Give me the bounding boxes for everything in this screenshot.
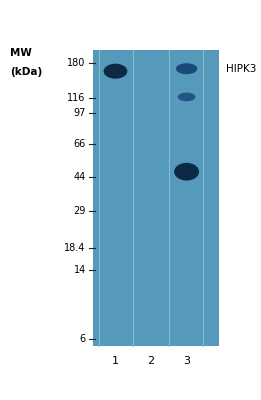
Text: 116: 116 bbox=[67, 93, 86, 103]
Text: (kDa): (kDa) bbox=[10, 67, 42, 77]
Text: 2: 2 bbox=[147, 356, 155, 366]
Bar bbox=[93, 50, 219, 346]
Text: HIPK3: HIPK3 bbox=[226, 64, 256, 74]
Ellipse shape bbox=[176, 63, 197, 74]
Text: 1: 1 bbox=[112, 356, 119, 366]
Text: 180: 180 bbox=[67, 58, 86, 68]
Text: MW: MW bbox=[10, 48, 32, 58]
Text: 14: 14 bbox=[74, 265, 86, 275]
Text: 29: 29 bbox=[73, 206, 86, 216]
Text: 97: 97 bbox=[73, 108, 86, 118]
Text: 3: 3 bbox=[183, 356, 190, 366]
Ellipse shape bbox=[104, 64, 127, 79]
Text: 6: 6 bbox=[80, 334, 86, 344]
Text: 18.4: 18.4 bbox=[64, 243, 86, 253]
Ellipse shape bbox=[178, 92, 195, 101]
Text: 44: 44 bbox=[74, 172, 86, 182]
Ellipse shape bbox=[174, 163, 199, 180]
Text: 66: 66 bbox=[74, 139, 86, 149]
